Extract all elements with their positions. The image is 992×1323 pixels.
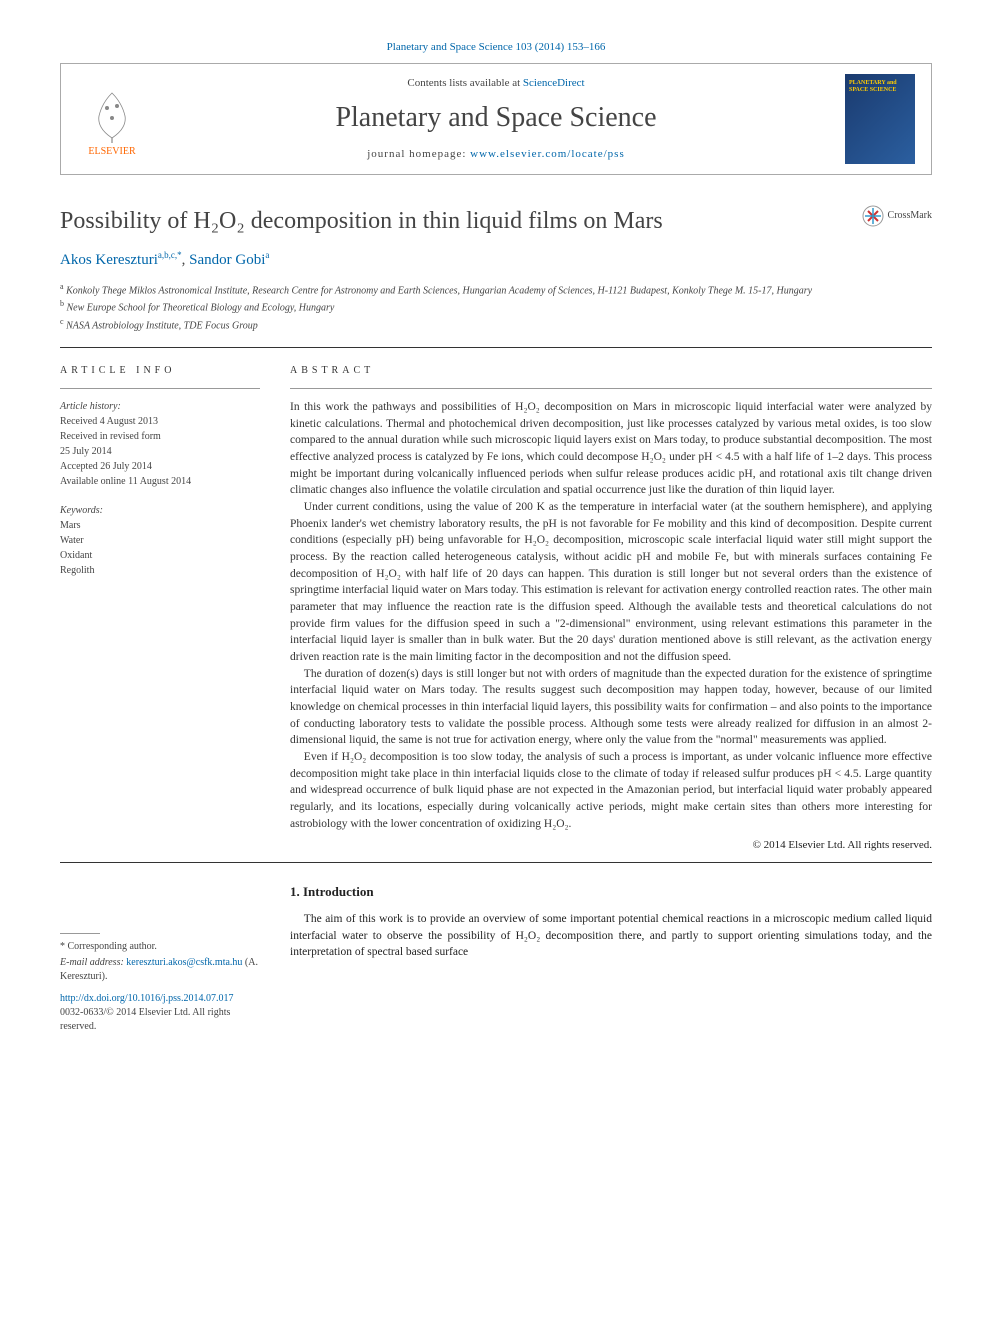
abstract-p1: In this work the pathways and possibilit… (290, 399, 932, 499)
crossmark-badge[interactable]: CrossMark (862, 205, 932, 227)
affiliation-b: New Europe School for Theoretical Biolog… (67, 303, 335, 314)
intro-row: * Corresponding author. E-mail address: … (60, 883, 932, 1034)
author-list: Akos Kereszturia,b,c,*, Sandor Gobia (60, 249, 932, 271)
abstract-p2: Under current conditions, using the valu… (290, 499, 932, 666)
intro-column: 1. Introduction The aim of this work is … (290, 883, 932, 1034)
article-history: Article history: Received 4 August 2013 … (60, 399, 260, 489)
homepage-line: journal homepage: www.elsevier.com/locat… (147, 147, 845, 162)
divider-light (290, 388, 932, 389)
copyright-line: © 2014 Elsevier Ltd. All rights reserved… (290, 838, 932, 853)
online-date: Available online 11 August 2014 (60, 476, 191, 487)
publisher-logo: ELSEVIER (77, 79, 147, 159)
affiliations: a Konkoly Thege Miklos Astronomical Inst… (60, 281, 932, 333)
revised-label: Received in revised form (60, 431, 161, 442)
issn-line: 0032-0633/© 2014 Elsevier Ltd. All right… (60, 1006, 260, 1034)
affiliation-c: NASA Astrobiology Institute, TDE Focus G… (66, 320, 258, 331)
keyword-1: Mars (60, 520, 81, 531)
abstract-p4: Even if H₂O₂ decomposition is too slow t… (290, 749, 932, 832)
publisher-name: ELSEVIER (88, 145, 135, 159)
footnote-rule (60, 933, 100, 934)
author-2[interactable]: Sandor Gobi (189, 252, 265, 268)
keyword-3: Oxidant (60, 550, 92, 561)
sciencedirect-link[interactable]: ScienceDirect (523, 77, 585, 89)
received-date: Received 4 August 2013 (60, 416, 158, 427)
journal-title: Planetary and Space Science (147, 98, 845, 137)
keywords-label: Keywords: (60, 505, 103, 516)
revised-date: 25 July 2014 (60, 446, 112, 457)
abstract-p3: The duration of dozen(s) days is still l… (290, 666, 932, 749)
keyword-4: Regolith (60, 565, 94, 576)
history-label: Article history: (60, 401, 121, 412)
email-label: E-mail address: (60, 957, 126, 968)
citation-reference: Planetary and Space Science 103 (2014) 1… (60, 40, 932, 55)
journal-cover-thumb: PLANETARY and SPACE SCIENCE (845, 74, 915, 164)
header-center: Contents lists available at ScienceDirec… (147, 76, 845, 162)
elsevier-tree-icon (87, 88, 137, 143)
keywords-block: Keywords: Mars Water Oxidant Regolith (60, 503, 260, 578)
contents-line: Contents lists available at ScienceDirec… (147, 76, 845, 91)
homepage-prefix: journal homepage: (367, 148, 470, 160)
email-line: E-mail address: kereszturi.akos@csfk.mta… (60, 956, 260, 984)
accepted-date: Accepted 26 July 2014 (60, 461, 152, 472)
divider (60, 347, 932, 348)
footer-left-column: * Corresponding author. E-mail address: … (60, 883, 260, 1034)
abstract-column: ABSTRACT In this work the pathways and p… (290, 364, 932, 854)
intro-heading: 1. Introduction (290, 883, 932, 901)
divider-light (60, 388, 260, 389)
article-title: Possibility of H₂O₂ decomposition in thi… (60, 205, 932, 239)
corresponding-author: * Corresponding author. (60, 940, 260, 954)
crossmark-icon (862, 205, 884, 227)
divider (60, 862, 932, 863)
keyword-2: Water (60, 535, 84, 546)
intro-text: The aim of this work is to provide an ov… (290, 911, 932, 961)
affiliation-a: Konkoly Thege Miklos Astronomical Instit… (66, 285, 812, 296)
doi-link[interactable]: http://dx.doi.org/10.1016/j.pss.2014.07.… (60, 992, 260, 1006)
article-info-column: ARTICLE INFO Article history: Received 4… (60, 364, 260, 854)
author-1-affil: a,b,c,* (158, 250, 182, 260)
author-1[interactable]: Akos Kereszturi (60, 252, 158, 268)
email-link[interactable]: kereszturi.akos@csfk.mta.hu (126, 957, 242, 968)
abstract-body: In this work the pathways and possibilit… (290, 399, 932, 832)
crossmark-text: CrossMark (888, 209, 932, 223)
abstract-label: ABSTRACT (290, 364, 932, 378)
contents-prefix: Contents lists available at (407, 77, 522, 89)
homepage-link[interactable]: www.elsevier.com/locate/pss (470, 148, 625, 160)
cover-label: PLANETARY and SPACE SCIENCE (849, 80, 915, 93)
info-abstract-row: ARTICLE INFO Article history: Received 4… (60, 364, 932, 854)
journal-header: ELSEVIER Contents lists available at Sci… (60, 63, 932, 175)
article-info-label: ARTICLE INFO (60, 364, 260, 378)
author-2-affil: a (265, 250, 269, 260)
